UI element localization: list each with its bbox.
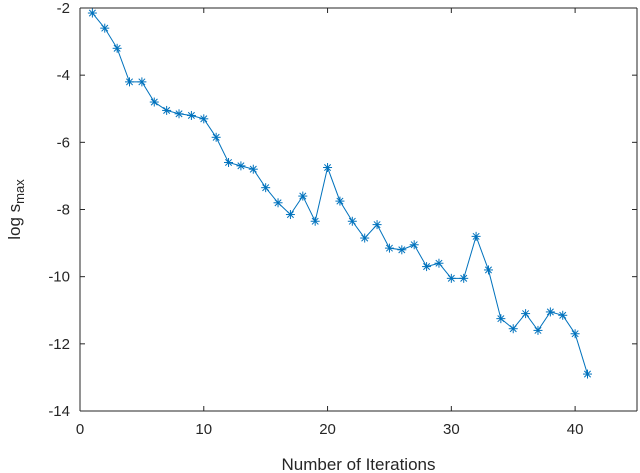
data-point [422,262,432,272]
axes: 0 10 20 30 40 -14 -12 -10 -8 -6 -4 -2 [48,0,638,438]
x-axis-title: Number of Iterations [281,455,435,473]
data-point [459,273,469,283]
data-point [174,109,184,119]
data-point [508,324,518,334]
data-point [372,220,382,230]
data-point [112,43,122,53]
y-tick-label: -6 [57,134,70,151]
data-point [570,329,580,339]
data-point [87,8,97,18]
y-tick-label: -8 [57,202,70,219]
data-point [162,105,172,115]
x-tick-label: 0 [76,421,84,438]
y-axis-title-subscript: max [12,179,27,204]
series-layer [87,8,592,379]
y-tick-label: -2 [57,0,70,17]
data-point [347,216,357,226]
data-point [137,77,147,87]
data-point [446,273,456,283]
data-point [360,233,370,243]
y-tick-label: -12 [48,336,70,353]
data-point [224,157,234,167]
data-point [261,183,271,193]
data-point [186,110,196,120]
y-axis-title: log smax [5,179,27,240]
data-point [285,210,295,220]
plot-area [80,8,637,411]
data-point [521,309,531,319]
data-point [125,77,135,87]
x-tick-label: 10 [195,421,212,438]
data-point [533,325,543,335]
data-point [434,258,444,268]
data-point [199,114,209,124]
data-point [545,307,555,317]
x-tick-label: 40 [567,421,584,438]
data-point [384,243,394,253]
data-point [335,196,345,206]
data-point [273,198,283,208]
data-point [582,369,592,379]
data-point [211,132,221,142]
data-point [496,314,506,324]
data-point [310,216,320,226]
data-point [471,231,481,241]
data-point [409,240,419,250]
data-point [100,23,110,33]
data-point [149,97,159,107]
data-point [397,245,407,255]
x-tick-label: 30 [443,421,460,438]
data-point [248,164,258,174]
y-tick-label: -10 [48,269,70,286]
data-point [558,310,568,320]
y-axis-title-main: log s [5,204,24,240]
data-point [236,161,246,171]
x-tick-label: 20 [319,421,336,438]
data-point [483,265,493,275]
y-tick-label: -14 [48,403,70,420]
data-point [298,191,308,201]
data-point [323,163,333,173]
y-tick-label: -4 [57,67,70,84]
